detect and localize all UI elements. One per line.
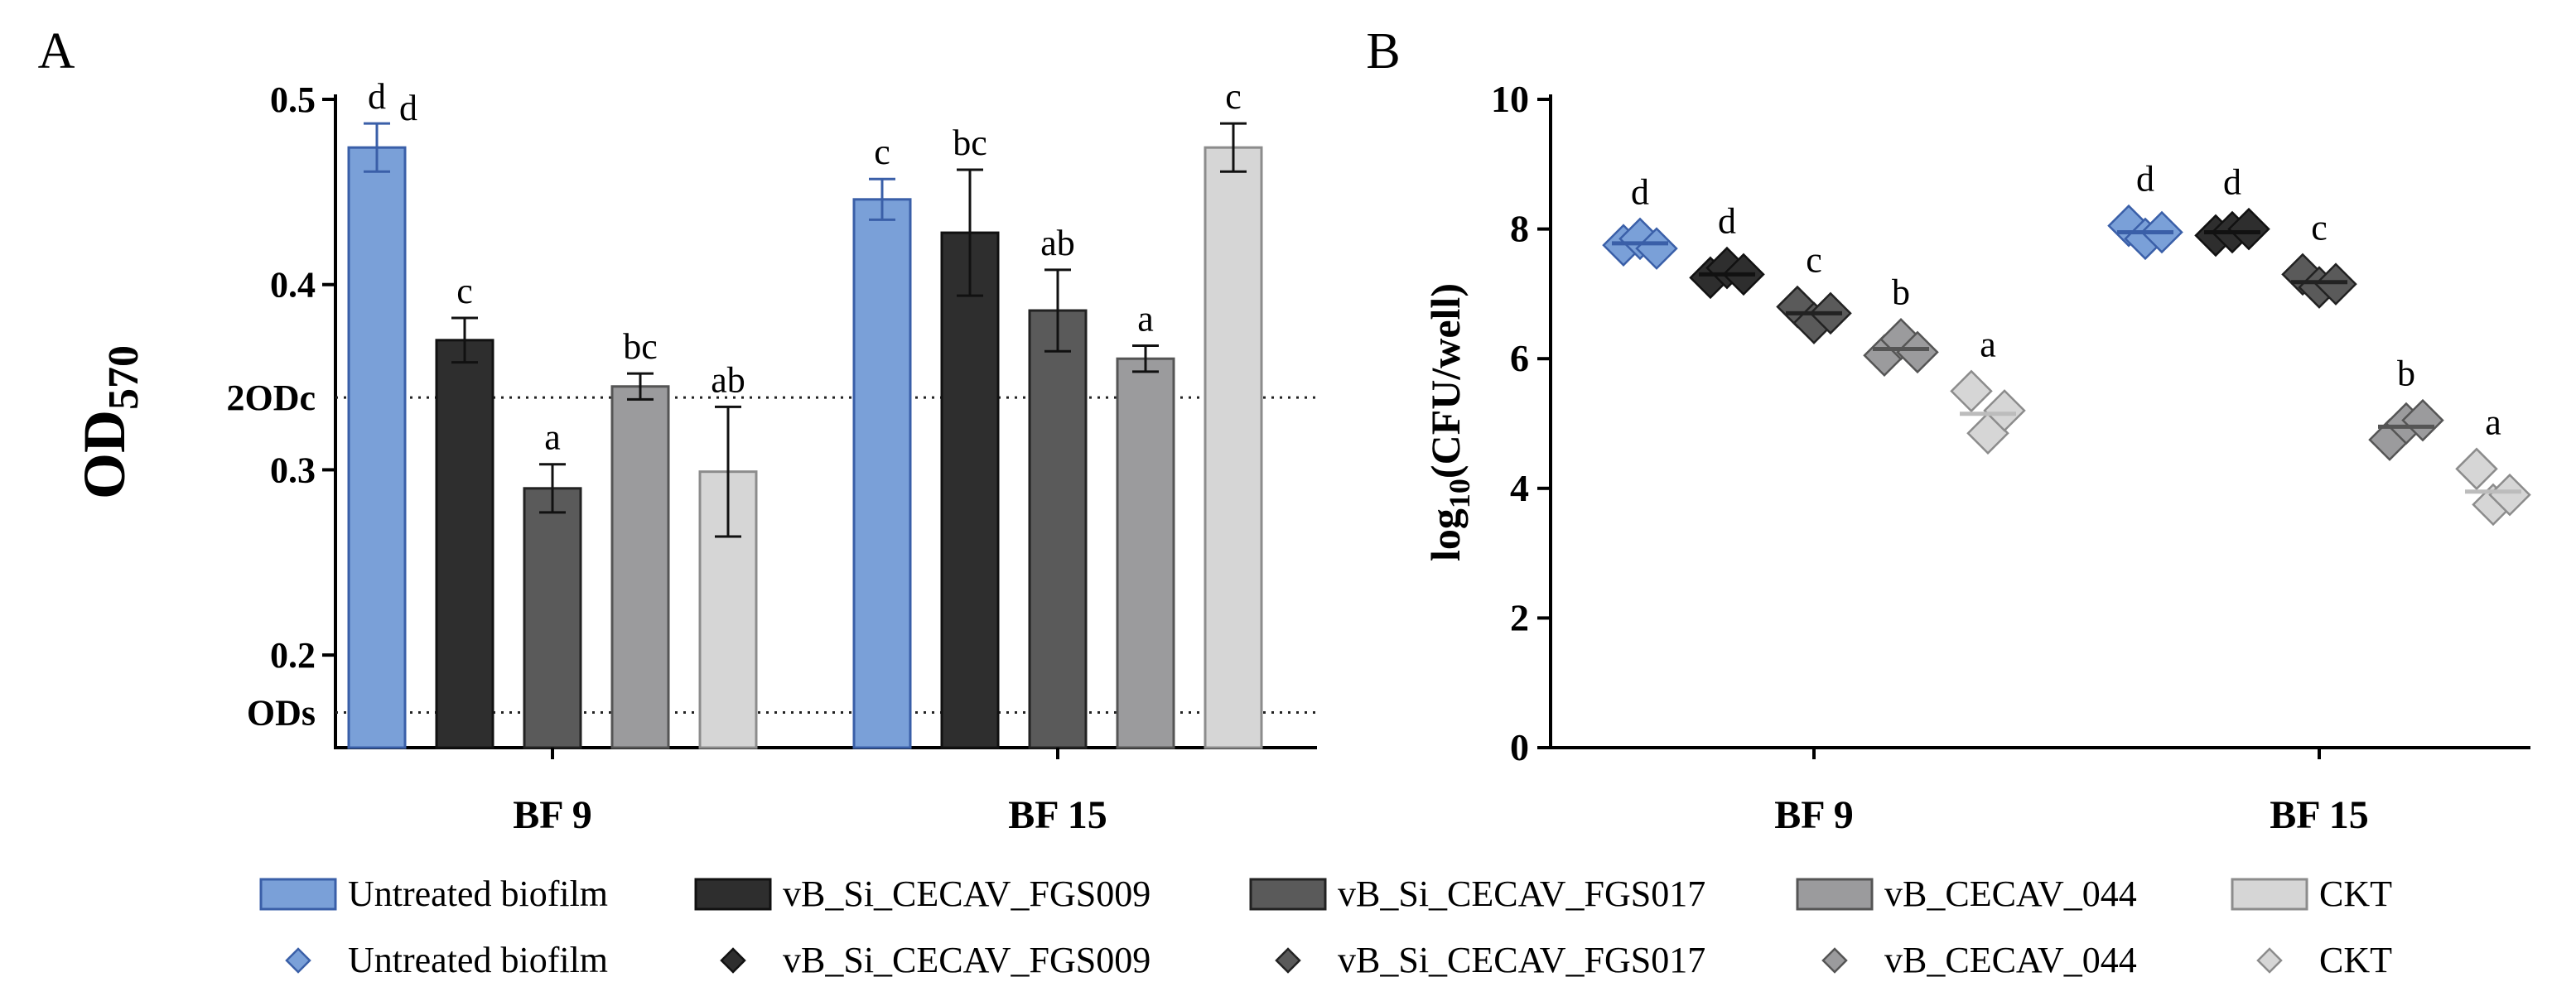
panel-label-b: B — [1366, 23, 1400, 79]
bar-vb-cecav-044-0 — [610, 385, 670, 749]
y-tick-label-b: 4 — [1510, 467, 1529, 509]
legend-bar-swatch — [694, 878, 772, 911]
point-ckt — [1983, 389, 2026, 432]
significance-letter-b: d — [1718, 201, 1736, 242]
legend-point-swatch — [1275, 947, 1301, 974]
bar-vb-si-cecav-fgs009-1 — [940, 231, 1000, 749]
legend-bar-swatch — [2231, 878, 2308, 911]
significance-letter: c — [1225, 76, 1242, 117]
significance-letter-b: d — [1631, 171, 1649, 212]
y-tick-label-b: 10 — [1491, 78, 1529, 120]
significance-letter: bc — [623, 326, 658, 367]
panel-label-a: A — [38, 23, 75, 79]
significance-letter-b: a — [2485, 402, 2501, 442]
significance-letter: c — [874, 132, 890, 172]
x-tick-label-a: BF 15 — [1008, 793, 1107, 837]
significance-letter: bc — [953, 123, 987, 163]
y-axis-title-a-sub: 570 — [100, 345, 147, 410]
significance-letter: d — [368, 76, 386, 117]
legend-bar-label: CKT — [2319, 874, 2392, 914]
y-axis-title-b-sub: 10 — [1443, 479, 1476, 508]
y-tick-label-a: 0.2 — [270, 635, 316, 676]
bar-vb-cecav-044-1 — [1116, 357, 1175, 749]
bar-untreated-biofilm-1 — [852, 198, 912, 749]
legend-bar-swatch — [1796, 878, 1874, 911]
bar-vb-si-cecav-fgs009-0 — [435, 339, 494, 749]
y-axis-title-b: log10(CFU/well) — [1422, 283, 1476, 561]
bar-vb-si-cecav-fgs017-0 — [523, 487, 582, 749]
legend-point-swatch — [2256, 947, 2283, 974]
y-tick-label-a: 0.4 — [270, 265, 316, 306]
reference-label-ods: ODs — [247, 692, 316, 733]
x-tick-label-b: BF 15 — [2270, 793, 2369, 837]
legend-point-swatch — [1821, 947, 1848, 974]
legend-bar-swatch — [259, 878, 337, 911]
point-ckt — [2455, 447, 2498, 491]
significance-letter: ab — [711, 359, 745, 400]
y-tick-label-b: 0 — [1510, 726, 1529, 768]
y-tick-label-b: 8 — [1510, 208, 1529, 250]
y-axis-title-b-main: log — [1422, 508, 1469, 561]
y-axis-title-b-rest: (CFU/well) — [1422, 283, 1469, 479]
significance-letter-b: d — [2136, 159, 2154, 200]
significance-letter-b: b — [2397, 354, 2415, 394]
significance-letter: a — [1137, 299, 1154, 339]
significance-letter: ab — [1040, 223, 1075, 263]
point-ckt — [1950, 369, 1993, 413]
reference-label-2odc: 2ODc — [226, 378, 316, 418]
legend-bar-label: vB_Si_CECAV_FGS009 — [783, 874, 1151, 914]
point-vb-si-cecav-fgs009 — [2227, 207, 2270, 251]
legend-bar-swatch — [1249, 878, 1327, 911]
bar-vb-si-cecav-fgs017-1 — [1028, 309, 1088, 749]
legend-point-label: CKT — [2319, 940, 2392, 980]
point-vb-cecav-044 — [2401, 398, 2444, 442]
significance-letter-b: b — [1892, 272, 1910, 313]
legend-bar-label: vB_CECAV_044 — [1884, 874, 2137, 914]
point-vb-cecav-044 — [1896, 330, 1939, 374]
legend-point-swatch — [720, 947, 746, 974]
bar-ckt-0 — [698, 470, 758, 749]
y-axis-title-a-main: OD — [71, 410, 137, 499]
point-ckt — [2488, 473, 2531, 517]
legend-point-label: Untreated biofilm — [348, 940, 608, 980]
significance-letter-b: a — [1980, 324, 1996, 364]
y-tick-label-a: 0.3 — [270, 450, 316, 490]
legend-point-label: vB_Si_CECAV_FGS009 — [783, 940, 1151, 980]
legend-point-swatch — [285, 947, 311, 974]
legend-bar-label: Untreated biofilm — [348, 874, 608, 914]
significance-letter-b: c — [2311, 207, 2328, 248]
bar-ckt-1 — [1204, 146, 1263, 749]
significance-letter-b: c — [1806, 240, 1822, 281]
x-tick-label-a: BF 9 — [513, 793, 592, 837]
significance-letter: a — [544, 417, 561, 458]
y-tick-label-b: 6 — [1510, 337, 1529, 379]
y-tick-label-a: 0.5 — [270, 79, 316, 120]
legend-bar-label: vB_Si_CECAV_FGS017 — [1338, 874, 1705, 914]
x-tick-label-b: BF 9 — [1774, 793, 1854, 837]
bar-untreated-biofilm-0 — [347, 146, 407, 749]
y-axis-title-a: OD570 — [71, 345, 147, 499]
significance-letter: c — [456, 271, 473, 311]
legend-point-label: vB_CECAV_044 — [1884, 940, 2137, 980]
legend-point-label: vB_Si_CECAV_FGS017 — [1338, 940, 1705, 980]
significance-letter-extra: d — [399, 88, 417, 128]
significance-letter-b: d — [2223, 162, 2241, 203]
y-tick-label-b: 2 — [1510, 596, 1529, 638]
